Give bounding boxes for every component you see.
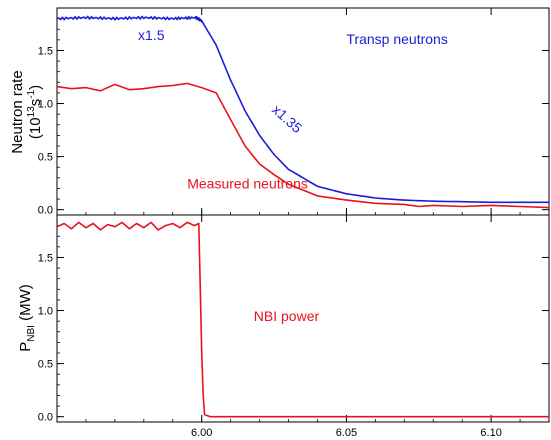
top-annotation: Transp neutrons	[346, 31, 447, 47]
top-ylabel-main: Neutron rate	[9, 70, 26, 153]
bottom-ticks: 0.0 0.5 1.0 1.5 6.00 6.05 6.10	[38, 215, 550, 439]
top-y-axis-label: Neutron rate	[9, 70, 26, 153]
ylabel-sub-suffix: )	[27, 85, 44, 90]
bottom-xtick-label: 6.05	[336, 427, 357, 439]
bottom-xtick-label: 6.10	[480, 427, 501, 439]
bottom-ytick-label: 1.5	[38, 252, 53, 264]
bottom-plot-frame	[56, 214, 550, 423]
ylabel-sub-exp2: -1	[26, 89, 37, 98]
bottom-ytick-label: 1.0	[38, 306, 53, 318]
top-annotation: x1.5	[138, 27, 165, 43]
top-ytick-label: 0.5	[38, 152, 53, 164]
ylabel-sub-exp1: 13	[26, 106, 37, 118]
ylabel-sub-prefix: (10	[27, 117, 44, 139]
bottom-ytick-label: 0.5	[38, 359, 53, 371]
top-annotation: x1.35	[269, 101, 305, 136]
bottom-series	[56, 221, 549, 418]
bottom-y-axis-label: PNBI (MW)	[17, 284, 37, 352]
top-ytick-label: 1.5	[38, 45, 53, 57]
top-series	[56, 15, 550, 209]
bottom-series-line-nbi	[56, 221, 549, 418]
bottom-xtick-label: 6.00	[191, 427, 212, 439]
top-y-axis-sublabel: (1013s-1)	[26, 85, 44, 139]
top-annotation: Measured neutrons	[187, 175, 308, 191]
bottom-ylabel-unit: (MW)	[17, 284, 34, 325]
top-series-line-measured	[56, 82, 550, 209]
bottom-ylabel-main: P	[17, 342, 34, 352]
neutron-rate-panel: 0.0 0.5 1.0 1.5 x1.5 Transp neutrons x1.35 Mea…	[9, 7, 550, 217]
bottom-annotations: NBI power	[254, 308, 320, 324]
bottom-ytick-label: 0.0	[38, 412, 53, 424]
bottom-ylabel-sub: NBI	[26, 325, 37, 342]
top-ticks: 0.0 0.5 1.0 1.5	[38, 8, 550, 217]
top-ytick-label: 0.0	[38, 205, 53, 217]
top-ytick-label: 1.0	[38, 99, 53, 111]
top-series-line-transp	[56, 15, 549, 204]
ylabel-sub-mid: s	[27, 99, 44, 107]
top-annotations: x1.5 Transp neutrons x1.35 Measured neutron…	[138, 27, 448, 192]
bottom-annotation: NBI power	[254, 308, 320, 324]
nbi-power-panel: 0.0 0.5 1.0 1.5 6.00 6.05 6.10 NBI power PNBI …	[17, 214, 550, 439]
